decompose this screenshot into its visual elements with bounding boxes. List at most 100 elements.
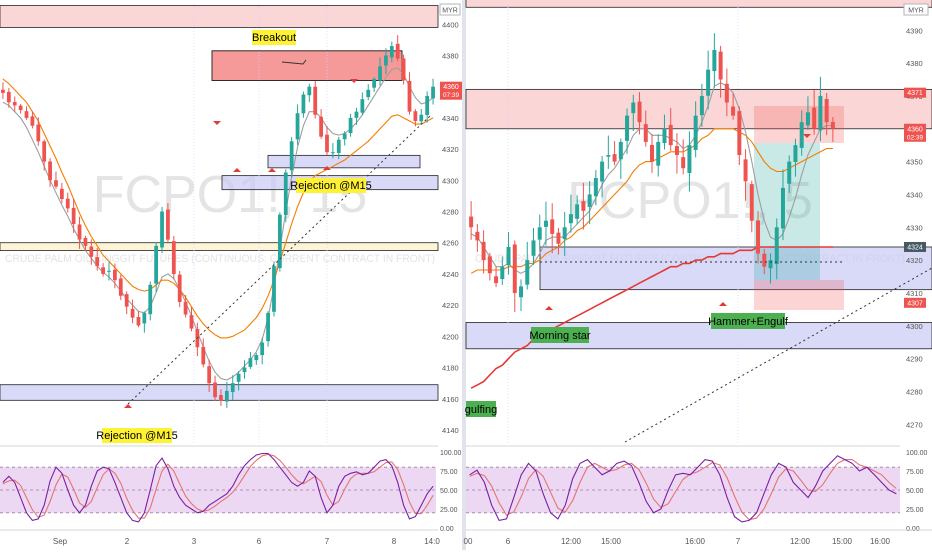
- candle-body: [248, 358, 253, 367]
- down-arrow: [213, 121, 221, 125]
- price-tick-label: 4320: [442, 145, 459, 154]
- candle-body: [113, 269, 117, 281]
- candle-body: [419, 114, 424, 122]
- right-time-axis[interactable]: 00 6 12:00 15:00 16:00 7 12:00 15:00 16:00: [464, 537, 891, 546]
- candle-body: [124, 294, 129, 307]
- candle-body: [342, 133, 347, 140]
- price-tick-label: 4310: [906, 289, 923, 298]
- oscillator-tick-label: 0.00: [440, 526, 454, 533]
- engulfing-label-text: gulfing: [465, 404, 497, 416]
- left-price-axis[interactable]: 4400 4380 4360 4340 4320 4300 4280 4260 4240 4220…: [440, 20, 462, 435]
- time-tick-label: 15:00: [601, 537, 622, 546]
- candle-body: [662, 128, 667, 144]
- candle-body: [65, 198, 70, 209]
- time-tick-label: 2: [125, 537, 130, 546]
- candle-body: [166, 209, 170, 240]
- left-time-axis[interactable]: Sep 2 3 6 7 8 14:0: [53, 537, 440, 546]
- right-zones: [465, 0, 932, 444]
- time-tick-label: 16:00: [870, 537, 891, 546]
- candle-body: [575, 204, 580, 219]
- time-tick-label: Sep: [53, 537, 68, 546]
- time-tick-label: 00: [464, 537, 473, 546]
- candle-body: [618, 141, 623, 160]
- oscillator-tick-label: 25.00: [906, 507, 924, 514]
- candle-body: [762, 253, 767, 267]
- breakout-pointer: [281, 59, 307, 65]
- left-description-watermark: CRUDE PALM OIL RINGGIT FUTURES (CONTINUO…: [5, 253, 435, 265]
- oscillator-tick-label: 100.00: [440, 450, 462, 457]
- candle-body: [189, 315, 194, 329]
- candle-body: [593, 178, 598, 197]
- price-tick-label: 4220: [442, 301, 459, 310]
- candle-body: [313, 86, 318, 115]
- candle-body: [756, 220, 761, 254]
- signal-arrows: [124, 79, 358, 408]
- candle-body: [668, 124, 673, 146]
- candle-body: [681, 157, 686, 169]
- right-price-axis[interactable]: 4390438043704360435043404330432043104300…: [904, 26, 926, 429]
- candle-body: [95, 257, 100, 267]
- candle-body: [830, 121, 835, 129]
- candle-body: [219, 395, 223, 401]
- candle-body: [431, 86, 435, 99]
- price-tick-label: 4200: [442, 332, 459, 341]
- up-arrow: [545, 306, 553, 310]
- time-tick-label: 15:00: [832, 537, 853, 546]
- candle-body: [325, 134, 329, 153]
- currency-badge: MYR: [903, 3, 929, 16]
- candle-body: [224, 390, 229, 402]
- rejection-label-lower-text: Rejection @M15: [96, 430, 177, 442]
- hammer-engulf-label: Hammer+Engulf: [708, 313, 789, 329]
- demand-zone: [539, 246, 932, 291]
- oscillator-tick-label: 75.00: [440, 469, 458, 476]
- candle-body: [331, 152, 335, 154]
- right-chart[interactable]: FCPO1!, 5 CRUDE PALM OIL RINGGIT FUTURES…: [439, 0, 932, 546]
- candle-body: [531, 240, 536, 256]
- candle-body: [107, 270, 111, 272]
- candle-body: [737, 111, 742, 156]
- candle-body: [805, 112, 810, 126]
- left-chart[interactable]: FCPO1!, 15 CRUDE PALM OIL RINGGIT FUTURE…: [0, 4, 462, 546]
- left-oscillator: 100.00 75.00 50.00 25.00 0.00: [0, 450, 462, 533]
- candle-body: [568, 214, 573, 224]
- time-tick-label: 3: [192, 537, 197, 546]
- resistance-zone: [465, 88, 932, 130]
- candle-body: [283, 172, 288, 215]
- price-badge: [904, 87, 926, 98]
- position-upper-zone: [754, 106, 844, 143]
- up-arrow: [323, 166, 331, 170]
- candle-body: [154, 245, 159, 284]
- price-badge: [440, 81, 462, 100]
- time-tick-label: 12:00: [561, 537, 582, 546]
- candle-body: [6, 91, 11, 103]
- candle-body: [236, 373, 241, 382]
- candle-body: [413, 111, 418, 122]
- candle-body: [587, 194, 592, 207]
- time-tick-label: 7: [325, 537, 330, 546]
- ema-line: [2, 78, 434, 339]
- candle-body: [425, 96, 430, 115]
- engulfing-label: gulfing: [465, 401, 497, 417]
- panel-divider[interactable]: [462, 0, 466, 550]
- candle-body: [266, 312, 270, 342]
- candle-body: [272, 266, 276, 312]
- candle-body: [360, 99, 365, 113]
- candle-body: [260, 342, 265, 356]
- candle-body: [395, 43, 400, 59]
- price-tick-label: 4300: [906, 322, 923, 331]
- up-arrow: [233, 168, 241, 172]
- candle-body: [494, 276, 499, 284]
- oscillator-tick-label: 50.00: [440, 488, 458, 495]
- resistance-zone: [0, 5, 439, 28]
- candle-body: [650, 144, 654, 162]
- demand-zone: [267, 154, 421, 169]
- candle-body: [401, 58, 406, 81]
- candle-body: [631, 102, 636, 114]
- candle-body: [724, 83, 729, 103]
- candle-body: [289, 141, 294, 171]
- candle-body: [148, 284, 153, 315]
- price-badge-value: 4324: [907, 244, 923, 251]
- breakout-zone: [211, 50, 403, 81]
